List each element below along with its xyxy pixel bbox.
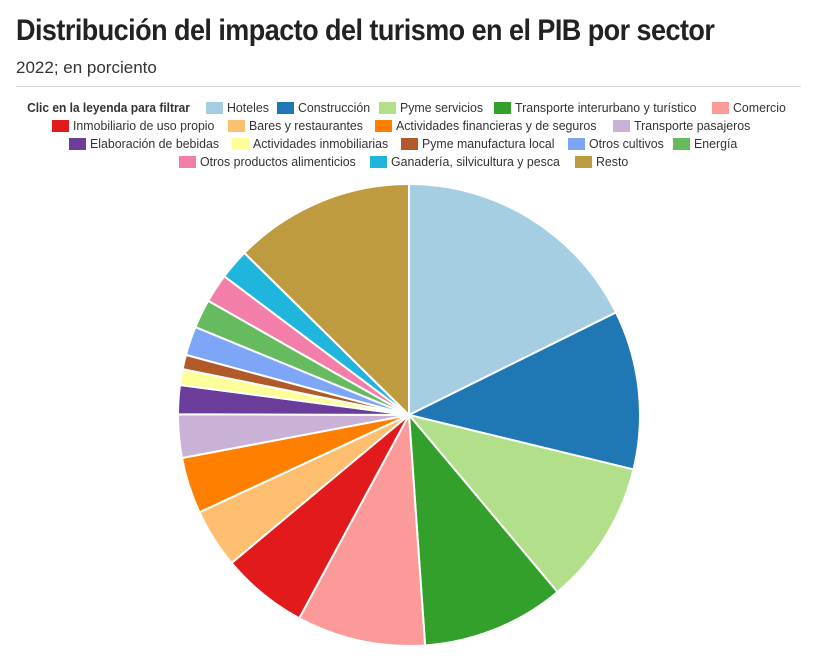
pie-slice[interactable] <box>408 414 635 593</box>
legend-swatch <box>179 155 197 168</box>
legend-item[interactable]: Resto <box>574 153 630 170</box>
legend-label: Otros productos alimenticios <box>200 154 356 169</box>
legend-swatch <box>370 155 388 168</box>
legend-swatch <box>69 137 86 150</box>
legend-item[interactable]: Pyme manufactura local <box>401 135 561 152</box>
legend-item[interactable]: Otros cultivos <box>567 135 668 152</box>
legend-item[interactable]: Actividades inmobiliarias <box>231 135 395 152</box>
header-divider <box>16 86 801 87</box>
legend-item[interactable]: Inmobiliario de uso propio <box>52 117 222 134</box>
pie-slice[interactable] <box>243 183 410 416</box>
legend-item[interactable]: Transporte pasajeros <box>613 117 756 134</box>
legend-label: Energía <box>694 136 738 151</box>
legend-item[interactable]: Construcción <box>276 99 374 116</box>
legend-item[interactable]: Transporte interurbano y turístico <box>493 99 706 116</box>
legend-item[interactable]: Otros productos alimenticios <box>179 153 364 170</box>
legend-item[interactable]: Elaboración de bebidas <box>69 135 226 152</box>
legend-swatch <box>231 137 249 150</box>
legend-swatch <box>574 155 592 168</box>
legend-swatch <box>228 119 246 132</box>
legend-item[interactable]: Bares y restaurantes <box>228 117 369 134</box>
legend-item[interactable]: Actividades financieras y de seguros <box>375 117 607 134</box>
legend-item[interactable]: Energía <box>673 135 740 152</box>
legend-label: Ganadería, silvicultura y pesca <box>391 154 561 169</box>
legend-label: Comercio <box>732 100 786 115</box>
pie-slice[interactable] <box>408 311 641 471</box>
legend-swatch <box>379 101 397 114</box>
legend-label: Pyme manufactura local <box>422 136 555 151</box>
legend-label: Resto <box>595 154 629 169</box>
legend-label: Bares y restaurantes <box>249 118 364 133</box>
legend-item[interactable]: Comercio <box>711 99 789 116</box>
legend-swatch <box>567 137 585 150</box>
legend-swatch <box>711 101 729 114</box>
legend-swatch <box>52 119 70 132</box>
legend-label: Transporte pasajeros <box>634 118 751 133</box>
chart-title: Distribución del impacto del turismo en … <box>16 14 715 47</box>
legend-item[interactable]: Pyme servicios <box>379 99 487 116</box>
legend-label: Transporte interurbano y turístico <box>514 100 697 115</box>
legend-swatch <box>613 119 631 132</box>
chart-subtitle: 2022; en porciento <box>16 58 157 77</box>
legend-swatch <box>375 119 393 132</box>
legend-label: Actividades financieras y de seguros <box>396 118 597 133</box>
legend-swatch <box>205 101 223 114</box>
legend-label: Inmobiliario de uso propio <box>73 118 215 133</box>
legend-label: Otros cultivos <box>588 136 664 151</box>
legend-swatch <box>401 137 419 150</box>
legend-label: Construcción <box>297 100 370 115</box>
legend-swatch <box>673 137 691 150</box>
legend-label: Hoteles <box>226 100 269 115</box>
legend: Clic en la leyenda para filtrar Hoteles C… <box>20 99 795 170</box>
legend-label: Elaboración de bebidas <box>90 136 220 151</box>
legend-item[interactable]: Hoteles <box>205 99 271 116</box>
legend-label: Pyme servicios <box>400 100 484 115</box>
legend-label: Actividades inmobiliarias <box>252 136 389 151</box>
legend-swatch <box>493 101 511 114</box>
legend-item[interactable]: Ganadería, silvicultura y pesca <box>370 153 569 170</box>
pie-slice[interactable] <box>408 414 559 647</box>
legend-swatch <box>276 101 294 114</box>
pie-slice[interactable] <box>408 183 617 416</box>
pie-slice[interactable] <box>298 414 427 647</box>
legend-title: Clic en la leyenda para filtrar <box>27 100 191 115</box>
